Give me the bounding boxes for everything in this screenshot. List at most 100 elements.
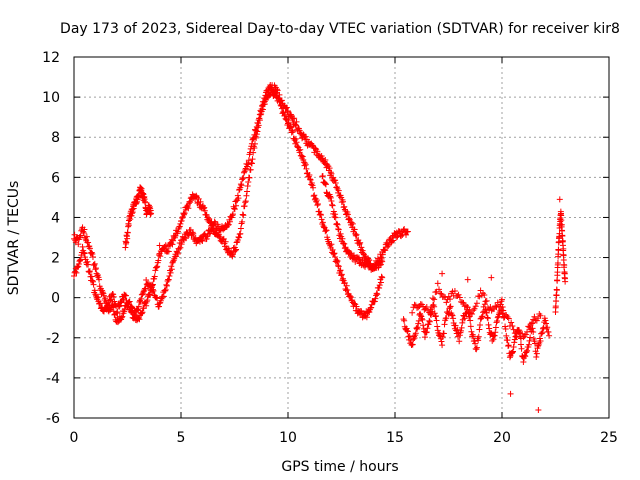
data-point-884	[277, 98, 284, 105]
data-point-950	[317, 211, 324, 218]
data-point-1353	[472, 340, 479, 347]
y-axis-ticks: -6 -4 -2 0 2 4 6 8 10 12	[42, 50, 609, 427]
data-point-1632	[560, 245, 567, 252]
data-point-1526	[471, 305, 478, 312]
data-point-632	[122, 292, 129, 299]
data-point-1491	[428, 303, 435, 310]
data-point-21	[83, 233, 90, 240]
data-point-584	[93, 294, 100, 301]
data-point-155	[165, 248, 172, 255]
data-point-847	[254, 128, 261, 135]
data-point-1243	[404, 328, 411, 335]
data-point-900	[286, 124, 293, 131]
data-point-1263	[417, 310, 424, 317]
data-point-1350	[470, 333, 477, 340]
data-point-1428	[517, 341, 524, 348]
data-point-269	[235, 195, 242, 202]
data-point-23	[85, 239, 92, 246]
data-point-813	[233, 239, 240, 246]
data-point-1161	[333, 220, 340, 227]
data-point-1648	[137, 186, 144, 193]
y-tick-label: 2	[51, 251, 60, 267]
data-point-699	[163, 282, 170, 289]
data-point-207	[197, 198, 204, 205]
data-point-520	[388, 238, 395, 245]
data-point-1554	[505, 315, 512, 322]
data-point-1536	[483, 297, 490, 304]
data-point-1298	[438, 338, 445, 345]
data-point-1649	[156, 242, 163, 249]
data-point-332	[273, 86, 280, 93]
data-point-636	[125, 301, 132, 308]
data-point-230	[211, 218, 218, 225]
data-point-728	[181, 234, 188, 241]
data-point-7	[75, 241, 82, 248]
data-point-1271	[421, 334, 428, 341]
data-point-1355	[473, 346, 480, 353]
data-point-187	[185, 205, 192, 212]
data-point-26	[86, 245, 93, 252]
data-point-1236	[400, 316, 407, 323]
data-point-133	[152, 267, 159, 274]
data-point-28	[88, 250, 95, 257]
data-point-816	[235, 234, 242, 241]
data-point-586	[94, 294, 101, 301]
data-point-606	[107, 297, 114, 304]
data-point-1317	[450, 315, 457, 322]
data-point-702	[165, 276, 172, 283]
data-point-1034	[368, 301, 375, 308]
data-point-607	[107, 296, 114, 303]
data-point-613	[111, 298, 118, 305]
data-point-979	[335, 262, 342, 269]
data-point-181	[181, 210, 188, 217]
data-point-1278	[426, 317, 433, 324]
data-point-1257	[413, 325, 420, 332]
data-point-1356	[473, 344, 480, 351]
data-point-546	[404, 228, 411, 235]
data-point-1158	[332, 211, 339, 218]
data-point-974	[332, 253, 339, 260]
data-point-1331	[458, 324, 465, 331]
data-point-278	[240, 169, 247, 176]
data-point-1287	[431, 310, 438, 317]
data-point-940	[311, 192, 318, 199]
data-point-1646	[507, 390, 514, 397]
data-point-1557	[509, 322, 516, 329]
data-point-141	[157, 253, 164, 260]
data-point-1553	[504, 314, 511, 321]
data-point-819	[237, 230, 244, 237]
data-point-1033	[368, 304, 375, 311]
data-point-982	[336, 267, 343, 274]
data-point-1358	[475, 337, 482, 344]
data-point-812	[233, 246, 240, 253]
data-point-852	[257, 111, 264, 118]
data-point-17	[81, 226, 88, 233]
data-point-984	[338, 272, 345, 279]
data-point-450	[346, 215, 353, 222]
data-point-1164	[335, 226, 342, 233]
data-point-1441	[525, 341, 532, 348]
data-point-472	[359, 247, 366, 254]
data-point-590	[97, 300, 104, 307]
data-point-552	[74, 264, 81, 271]
data-point-757	[199, 238, 206, 245]
data-point-1242	[404, 327, 411, 334]
data-point-830	[244, 188, 251, 195]
data-point-161	[169, 241, 176, 248]
data-point-569	[84, 258, 91, 265]
data-point-259	[229, 212, 236, 219]
data-point-811	[232, 247, 239, 254]
data-point-1468	[542, 317, 549, 324]
data-point-1385	[491, 332, 498, 339]
data-point-1259	[414, 324, 421, 331]
data-point-946	[314, 201, 321, 208]
data-point-554	[75, 263, 82, 270]
data-point-1138	[319, 173, 326, 180]
data-point-1266	[418, 315, 425, 322]
data-point-647	[132, 312, 139, 319]
data-point-805	[228, 252, 235, 259]
data-point-1160	[333, 221, 340, 228]
data-point-573	[86, 268, 93, 275]
data-point-1050	[378, 273, 385, 280]
data-point-1321	[452, 322, 459, 329]
